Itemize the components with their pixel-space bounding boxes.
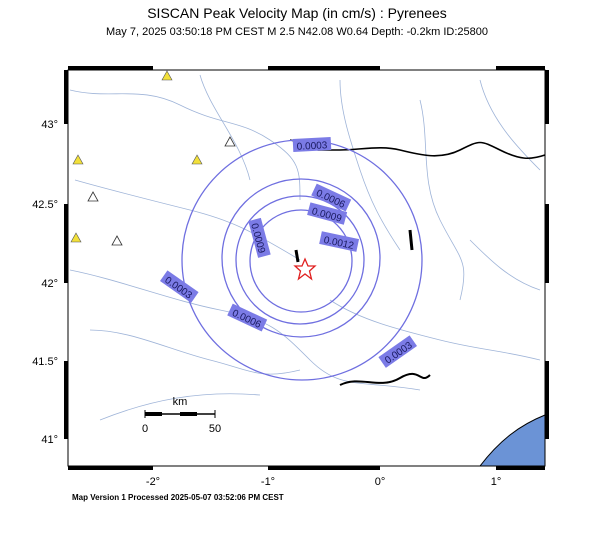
contour-label: 0.0003	[292, 137, 332, 153]
lat-label: 41°	[41, 434, 58, 446]
title: SISCAN Peak Velocity Map (in cm/s) : Pyr…	[147, 5, 447, 21]
scale-bar: km 0 50	[142, 396, 221, 435]
contour	[221, 178, 381, 338]
contour	[235, 195, 365, 325]
station	[111, 235, 123, 246]
lat-label: 42°	[41, 278, 58, 290]
sea	[478, 414, 546, 467]
station	[87, 191, 99, 202]
lon-label: 1°	[491, 476, 502, 488]
footer: Map Version 1 Processed 2025-05-07 03:52…	[72, 493, 284, 502]
station	[70, 232, 82, 243]
station	[161, 70, 173, 81]
border	[339, 141, 546, 160]
lon-label: -1°	[261, 476, 275, 488]
lon-label: 0°	[375, 476, 386, 488]
reservoir	[339, 372, 431, 386]
lat-label: 42.5°	[32, 199, 58, 211]
contour	[249, 209, 353, 313]
scale-tick: 50	[209, 423, 221, 435]
subtitle: May 7, 2025 03:50:18 PM CEST M 2.5 N42.0…	[106, 26, 488, 38]
lon-labels: -2° -1° 0° 1°	[146, 476, 501, 488]
scale-tick: 0	[142, 423, 148, 435]
contour-label-text: 0.0003	[297, 140, 329, 153]
station	[72, 154, 84, 165]
map: 0.0003 0.0003 0.0003 0.0006 0.0006 0.000…	[64, 66, 549, 470]
lat-label: 41.5°	[32, 356, 58, 368]
rivers	[69, 74, 541, 421]
reservoir	[408, 229, 414, 251]
map-frame	[67, 69, 546, 467]
station	[224, 136, 236, 147]
lat-labels: 43° 42.5° 42° 41.5° 41°	[32, 119, 58, 446]
lon-label: -2°	[146, 476, 160, 488]
station	[191, 154, 203, 165]
stations	[70, 70, 236, 246]
scale-unit: km	[173, 396, 188, 408]
frame-ticks	[64, 66, 549, 470]
epicenter	[293, 257, 317, 281]
reservoir	[294, 249, 300, 263]
lat-label: 43°	[41, 119, 58, 131]
